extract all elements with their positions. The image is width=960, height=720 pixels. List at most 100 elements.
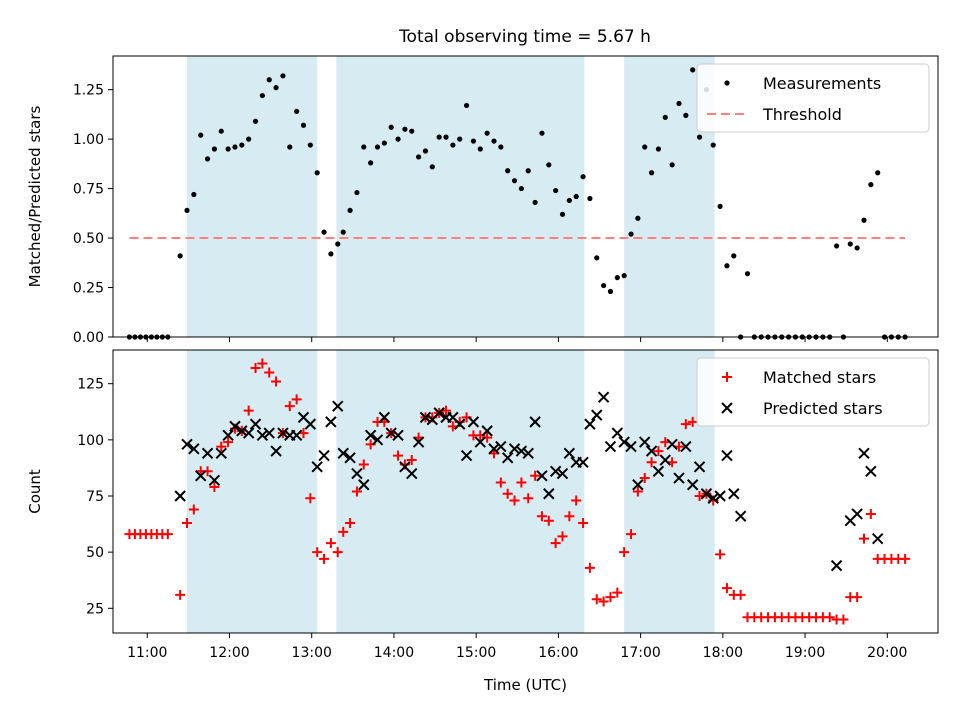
predicted-star-point: [222, 429, 234, 442]
matched-star-point: [571, 495, 582, 506]
predicted-star-point: [851, 508, 863, 520]
predicted-star-point: [577, 456, 589, 469]
measurement-point: [511, 178, 518, 184]
matched-star-point: [598, 596, 609, 607]
measurement-point: [690, 67, 696, 73]
predicted-star-point: [406, 467, 418, 480]
matched-star-point: [646, 457, 657, 468]
measurement-point: [211, 146, 218, 152]
x-tick-label: 18:00: [703, 645, 743, 661]
matched-star-point: [162, 529, 173, 540]
matched-star-point: [550, 538, 561, 549]
measurement-point: [266, 77, 272, 83]
legend-label: Measurements: [763, 74, 881, 93]
predicted-star-point: [215, 447, 227, 460]
matched-star-point: [250, 362, 261, 373]
measurement-point: [553, 187, 559, 194]
y-tick-label: 1.00: [73, 132, 104, 148]
measurement-point: [280, 73, 286, 79]
observing-interval: [336, 350, 585, 633]
matched-star-point: [291, 394, 302, 405]
measurement-point: [484, 130, 490, 136]
predicted-star-point: [871, 532, 884, 545]
matched-star-point: [612, 587, 623, 598]
predicted-star-point: [392, 429, 404, 442]
x-tick-label: 12:00: [209, 645, 249, 661]
predicted-star-point: [597, 391, 610, 403]
axes-frame: [112, 349, 939, 634]
x-tick-label: 19:00: [785, 645, 825, 661]
matched-star-point: [338, 526, 349, 537]
matched-star-point: [735, 589, 746, 600]
top-panel: 0.00 0.25 0.50 0.75 1.00 1.25 Matched/Predicte…: [26, 55, 939, 346]
y-tick-label: 1.25: [73, 83, 104, 99]
matched-star-point: [715, 549, 726, 560]
observing-interval: [336, 56, 585, 337]
measurement-point: [477, 146, 483, 152]
matched-star-point: [626, 529, 637, 540]
predicted-star-point: [229, 420, 241, 433]
measurement-point: [642, 144, 648, 150]
matched-star-point: [509, 495, 520, 506]
measurement-point: [847, 241, 853, 247]
measurement-point: [204, 156, 211, 162]
predicted-star-point: [263, 427, 275, 439]
measurement-point: [580, 174, 586, 180]
matched-star-point: [639, 473, 650, 484]
measurement-point: [724, 263, 730, 269]
measurement-point: [498, 144, 504, 150]
predicted-star-point: [337, 447, 349, 460]
x-tick-label: 17:00: [620, 645, 660, 661]
measurement-point: [402, 126, 408, 132]
predicted-star-point: [536, 470, 548, 482]
measurement-point: [868, 182, 874, 188]
x-tick-label: 20:00: [867, 645, 907, 661]
matched-star-point: [653, 446, 664, 457]
predicted-star-point: [686, 479, 699, 491]
measurement-point: [559, 211, 566, 217]
predicted-star-point: [467, 416, 480, 428]
measurement-point: [683, 112, 689, 118]
measurement-point: [573, 193, 579, 200]
measurement-point: [340, 229, 346, 235]
measurement-point: [321, 229, 327, 235]
x-tick-label: 16:00: [538, 645, 578, 661]
measurement-point: [854, 245, 860, 251]
matched-star-point: [406, 455, 417, 466]
measurement-point: [491, 138, 497, 144]
matched-star-point: [312, 547, 323, 558]
measurement-point: [259, 92, 265, 99]
measurement-point: [861, 217, 867, 223]
predicted-star-point: [174, 490, 186, 502]
matched-star-point: [619, 547, 630, 558]
predicted-star-point: [318, 449, 330, 462]
predicted-star-point: [290, 429, 303, 442]
x-tick-label: 11:00: [127, 645, 167, 661]
predicted-star-point: [501, 452, 514, 464]
y-tick-label: 75: [86, 489, 104, 505]
matched-star-point: [557, 531, 568, 542]
measurement-point: [294, 108, 300, 115]
matched-star-point: [393, 450, 404, 461]
measurement-point: [731, 253, 737, 259]
predicted-star-point: [304, 418, 317, 430]
matched-star-point: [188, 504, 199, 515]
measurement-point: [628, 231, 634, 237]
measurement-point: [710, 142, 716, 148]
predicted-star-point: [188, 443, 200, 455]
measurement-point: [239, 142, 245, 148]
predicted-star-point: [236, 425, 248, 437]
measurement-point: [354, 189, 360, 196]
predicted-star-point: [364, 429, 377, 442]
measurement-point: [225, 146, 231, 152]
predicted-star-point: [515, 445, 528, 457]
measurement-point: [184, 207, 190, 213]
measurement-point: [614, 275, 620, 281]
predicted-star-point: [707, 492, 719, 504]
predicted-star-point: [734, 510, 747, 522]
predicted-star-point: [270, 445, 282, 457]
predicted-star-point: [495, 440, 507, 453]
predicted-star-point: [358, 479, 370, 491]
measurement-point: [347, 207, 353, 213]
matched-star-point: [358, 459, 369, 470]
